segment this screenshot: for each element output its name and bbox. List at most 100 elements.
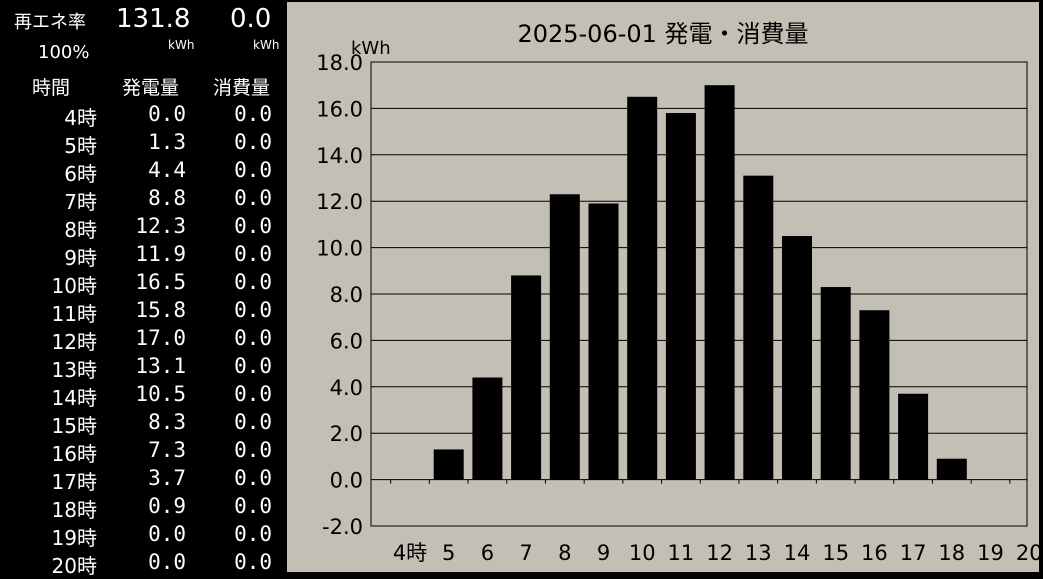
consumption-unit: kWh (253, 38, 280, 52)
row-hour: 14時 (51, 386, 97, 410)
y-tick-label: 6.0 (330, 329, 363, 353)
y-tick-label: 16.0 (316, 97, 363, 121)
total-consumption: 0.0 (230, 4, 272, 34)
table-row: 14時 10.5 0.0 (0, 380, 287, 410)
row-consumption: 0.0 (234, 382, 272, 406)
row-consumption: 0.0 (234, 494, 272, 518)
bar (549, 194, 580, 480)
table-row: 12時 17.0 0.0 (0, 324, 287, 354)
bar (472, 377, 503, 480)
row-generation: 0.0 (148, 102, 186, 126)
table-row: 17時 3.7 0.0 (0, 464, 287, 494)
bar (743, 175, 774, 480)
table-row: 7時 8.8 0.0 (0, 184, 287, 214)
row-hour: 19時 (51, 526, 97, 550)
x-tick-label: 4時 (393, 541, 427, 565)
x-tick-label: 17 (900, 541, 927, 565)
bar (898, 393, 929, 480)
bar (433, 449, 464, 480)
x-tick-label: 16 (861, 541, 888, 565)
row-hour: 16時 (51, 442, 97, 466)
row-consumption: 0.0 (234, 102, 272, 126)
row-hour: 17時 (51, 470, 97, 494)
data-panel: 再エネ率 131.8 0.0 100% kWh kWh 時間 発電量 消費量 4… (0, 0, 287, 578)
y-tick-label: -2.0 (322, 515, 363, 539)
row-hour: 12時 (51, 330, 97, 354)
x-tick-label: 5 (442, 541, 455, 565)
renewable-rate: 100% (38, 42, 90, 63)
y-tick-label: 10.0 (316, 237, 363, 261)
bar (511, 275, 542, 480)
x-tick-label: 20 (1016, 541, 1039, 565)
row-consumption: 0.0 (234, 410, 272, 434)
bar (820, 287, 851, 480)
generation-header: 発電量 (122, 77, 180, 99)
bar (588, 203, 619, 480)
row-generation: 11.9 (135, 242, 186, 266)
y-tick-label: 2.0 (330, 422, 363, 446)
x-tick-label: 13 (745, 541, 772, 565)
time-header: 時間 (32, 77, 71, 99)
row-consumption: 0.0 (234, 242, 272, 266)
table-row: 15時 8.3 0.0 (0, 408, 287, 438)
table-row: 18時 0.9 0.0 (0, 492, 287, 522)
row-consumption: 0.0 (234, 550, 272, 574)
y-tick-label: 18.0 (316, 51, 363, 75)
row-generation: 7.3 (148, 438, 186, 462)
table-row: 13時 13.1 0.0 (0, 352, 287, 382)
y-tick-label: 8.0 (330, 283, 363, 307)
x-tick-label: 10 (629, 541, 656, 565)
row-consumption: 0.0 (234, 298, 272, 322)
table-row: 6時 4.4 0.0 (0, 156, 287, 186)
row-consumption: 0.0 (234, 466, 272, 490)
x-tick-label: 18 (938, 541, 965, 565)
row-hour: 13時 (51, 358, 97, 382)
row-generation: 16.5 (135, 270, 186, 294)
generation-unit: kWh (168, 38, 195, 52)
row-hour: 4時 (64, 106, 97, 130)
consumption-header: 消費量 (213, 77, 271, 99)
bar-chart: -2.0 0.0 2.0 4.0 6.0 8.0 10.0 12.0 14.0 16.0 18.0k… (316, 38, 1039, 565)
x-tick-label: 12 (706, 541, 733, 565)
bar (627, 96, 658, 480)
bar (665, 113, 696, 480)
y-tick-label: 4.0 (330, 376, 363, 400)
row-consumption: 0.0 (234, 158, 272, 182)
row-generation: 10.5 (135, 382, 186, 406)
row-generation: 3.7 (148, 466, 186, 490)
table-row: 8時 12.3 0.0 (0, 212, 287, 242)
row-hour: 20時 (51, 554, 97, 578)
bar (782, 236, 812, 480)
x-tick-label: 9 (597, 541, 610, 565)
x-tick-label: 14 (784, 541, 811, 565)
x-tick-label: 15 (822, 541, 849, 565)
y-tick-label: 12.0 (316, 190, 363, 214)
total-generation: 131.8 (116, 4, 191, 34)
row-hour: 10時 (51, 274, 97, 298)
x-tick-label: 19 (977, 541, 1004, 565)
row-hour: 15時 (51, 414, 97, 438)
table-row: 10時 16.5 0.0 (0, 268, 287, 298)
table-row: 5時 1.3 0.0 (0, 128, 287, 158)
row-hour: 18時 (51, 498, 97, 522)
row-hour: 8時 (64, 218, 97, 242)
row-consumption: 0.0 (234, 326, 272, 350)
row-consumption: 0.0 (234, 438, 272, 462)
table-row: 20時 0.0 0.0 (0, 548, 287, 578)
row-generation: 0.0 (148, 550, 186, 574)
chart-title: 2025-06-01 発電・消費量 (517, 20, 809, 48)
row-consumption: 0.0 (234, 130, 272, 154)
row-consumption: 0.0 (234, 270, 272, 294)
chart-area: 2025-06-01 発電・消費量 -2.0 0.0 2.0 4.0 6.0 8.0 10.… (287, 2, 1039, 572)
row-generation: 0.9 (148, 494, 186, 518)
y-tick-label: 0.0 (330, 469, 363, 493)
x-tick-label: 11 (668, 541, 695, 565)
row-hour: 7時 (64, 190, 97, 214)
bar (704, 85, 735, 480)
table-row: 4時 0.0 0.0 (0, 100, 287, 130)
row-consumption: 0.0 (234, 522, 272, 546)
x-tick-label: 6 (481, 541, 494, 565)
bar (859, 310, 890, 480)
row-hour: 11時 (51, 302, 97, 326)
y-tick-label: 14.0 (316, 144, 363, 168)
